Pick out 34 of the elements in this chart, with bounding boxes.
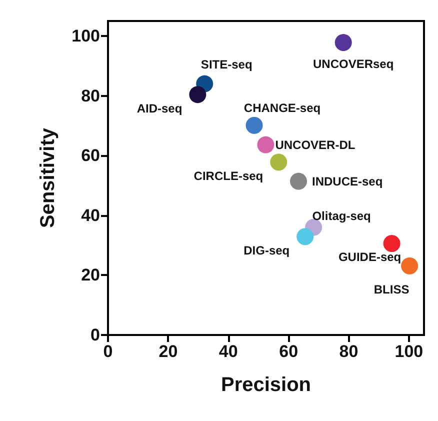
series-label: UNCOVER-DL	[275, 138, 356, 152]
series-label: AID-seq	[136, 102, 182, 116]
y-tick-label: 40	[81, 206, 100, 225]
series-label: CIRCLE-seq	[194, 169, 264, 184]
x-tick-label: 100	[394, 342, 424, 361]
x-axis-title: Precision	[220, 374, 312, 396]
series-label: DIG-seq	[244, 244, 290, 258]
series-label: UNCOVERseq	[313, 57, 394, 72]
point	[270, 154, 288, 171]
point	[383, 234, 400, 252]
series-label: Olitag-seq	[312, 208, 371, 223]
point	[290, 172, 308, 190]
point	[296, 228, 314, 246]
point	[246, 116, 263, 134]
y-tick-label: 20	[81, 266, 100, 285]
series-label: SITE-seq	[200, 57, 252, 72]
y-axis-title: Sensitivity	[37, 127, 59, 228]
point	[334, 34, 352, 52]
y-tick-label: 100	[72, 26, 100, 46]
y-tick-label: 0	[90, 326, 100, 344]
y-tick-label: 80	[81, 86, 100, 106]
x-tick-label: 40	[218, 342, 238, 361]
point	[257, 136, 274, 154]
series-label: GUIDE-seq	[338, 250, 402, 264]
point	[189, 86, 206, 104]
x-tick-label: 80	[339, 342, 358, 361]
series-label: INDUCE-seq	[312, 174, 383, 188]
y-tick-label: 60	[81, 146, 100, 166]
series-label: CHANGE-seq	[244, 100, 321, 115]
x-tick-label: 60	[279, 342, 298, 361]
series-label: BLISS	[374, 282, 410, 296]
x-tick-label: 20	[158, 342, 178, 361]
point	[401, 257, 418, 274]
x-tick-label: 0	[103, 342, 113, 361]
